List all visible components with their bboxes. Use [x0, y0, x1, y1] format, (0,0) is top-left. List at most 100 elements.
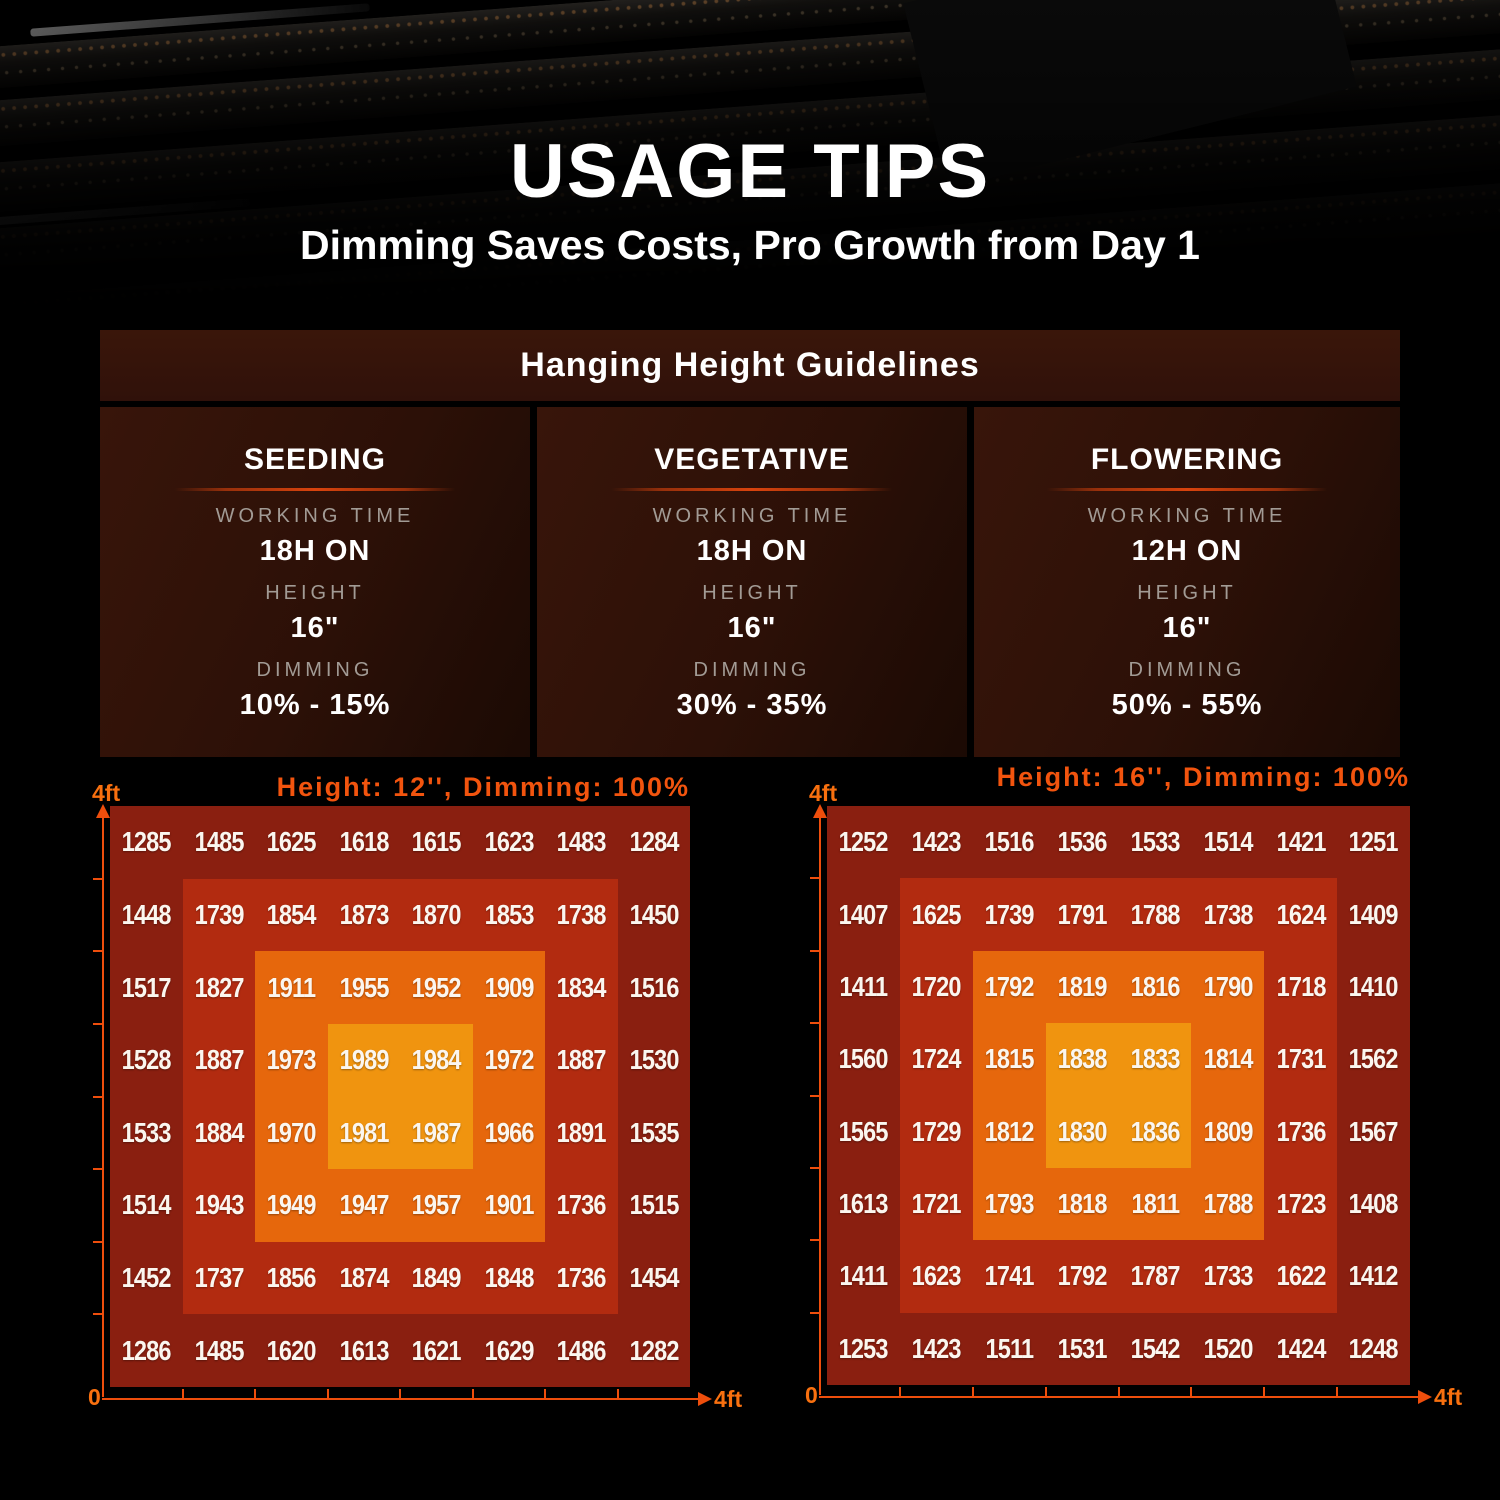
ppfd-value: 1909 [484, 971, 534, 1003]
working-time-value: 18H ON [259, 535, 371, 567]
chart-title: Height: 12'', Dimming: 100% [276, 772, 690, 802]
height-label: HEIGHT [702, 582, 802, 604]
ppfd-value: 1620 [266, 1334, 317, 1366]
ppfd-value: 1854 [266, 898, 317, 930]
ppfd-value: 1248 [1349, 1332, 1399, 1364]
ppfd-value: 1731 [1276, 1043, 1326, 1075]
ppfd-value: 1412 [1349, 1260, 1399, 1292]
ppfd-value-grid: 1252 1423 1516 1536 1533 1514 1421 1251 1407 1625… [827, 806, 1410, 1385]
ppfd-value: 1815 [984, 1043, 1035, 1075]
ppfd-value: 1251 [1349, 826, 1399, 858]
ppfd-value: 1514 [1203, 826, 1253, 858]
ppfd-value: 1411 [839, 1260, 889, 1292]
ppfd-value: 1736 [556, 1189, 607, 1221]
ppfd-value: 1812 [984, 1115, 1035, 1147]
working-time-label: WORKING TIME [215, 505, 415, 527]
ppfd-value: 1511 [985, 1332, 1034, 1364]
x-axis-tick [326, 1389, 329, 1398]
ppfd-value: 1615 [411, 826, 462, 858]
ppfd-value: 1836 [1130, 1115, 1180, 1147]
y-axis-tick [93, 1240, 103, 1243]
y-axis-max-label: 4ft [809, 780, 838, 806]
ppfd-value: 1621 [411, 1334, 462, 1366]
ppfd-value: 1516 [984, 826, 1035, 858]
height-label: HEIGHT [265, 582, 365, 604]
stage-underline [175, 488, 455, 491]
ppfd-value: 1562 [1349, 1043, 1399, 1075]
dimming-label: DIMMING [693, 659, 811, 681]
ppfd-value: 1947 [339, 1189, 389, 1221]
x-axis-tick [1190, 1387, 1193, 1396]
ppfd-value: 1848 [484, 1262, 534, 1294]
x-axis-max-label: 4ft [1434, 1384, 1463, 1410]
ppfd-value: 1565 [838, 1115, 889, 1147]
x-axis-tick [616, 1389, 619, 1398]
working-time-label: WORKING TIME [1087, 505, 1287, 527]
ppfd-value: 1987 [411, 1116, 462, 1148]
y-axis-tick [93, 950, 103, 953]
stage-underline [1047, 488, 1327, 491]
ppfd-value: 1791 [1057, 898, 1108, 930]
ppfd-value: 1790 [1203, 970, 1253, 1002]
ppfd-value: 1423 [911, 826, 962, 858]
x-axis-line [102, 1398, 698, 1400]
y-axis-arrow-icon [96, 804, 110, 818]
ppfd-value: 1989 [339, 1044, 389, 1076]
dimming-value: 50% - 55% [1111, 689, 1263, 721]
ppfd-value: 1618 [339, 826, 389, 858]
ppfd-value: 1911 [267, 971, 316, 1003]
ppfd-value: 1972 [484, 1044, 534, 1076]
ppfd-value: 1853 [484, 898, 534, 930]
y-axis-tick [810, 1311, 820, 1314]
ppfd-value: 1411 [839, 970, 889, 1002]
ppfd-value: 1450 [629, 898, 679, 930]
y-axis-tick [93, 877, 103, 880]
y-axis-tick [810, 1166, 820, 1169]
stage-panel-flowering: FLOWERING WORKING TIME 12H ON HEIGHT 16"… [974, 407, 1400, 757]
y-axis-tick [810, 949, 820, 952]
ppfd-value: 1833 [1130, 1043, 1180, 1075]
ppfd-value: 1410 [1349, 970, 1399, 1002]
y-axis-tick [810, 1022, 820, 1025]
ppfd-value: 1533 [1130, 826, 1180, 858]
ppfd-value: 1486 [556, 1334, 607, 1366]
ppfd-value: 1874 [339, 1262, 389, 1294]
height-label: HEIGHT [1137, 582, 1237, 604]
ppfd-value: 1424 [1276, 1332, 1326, 1364]
ppfd-value: 1792 [984, 970, 1035, 1002]
ppfd-value: 1984 [411, 1044, 462, 1076]
ppfd-chart-16in: Height: 16'', Dimming: 100% 4ft 1252 1423… [717, 760, 1500, 1460]
ppfd-value: 1738 [556, 898, 607, 930]
ppfd-value-grid: 1285 1485 1625 1618 1615 1623 1483 1284 1448 1739… [110, 806, 690, 1387]
ppfd-value: 1485 [194, 826, 244, 858]
y-axis-ticks [93, 806, 103, 1387]
ppfd-value: 1421 [1276, 826, 1326, 858]
ppfd-value: 1517 [121, 971, 172, 1003]
ppfd-value: 1856 [266, 1262, 317, 1294]
ppfd-value: 1952 [411, 971, 462, 1003]
ppfd-value: 1849 [411, 1262, 462, 1294]
stage-underline [612, 488, 892, 491]
y-axis-tick [93, 1313, 103, 1316]
ppfd-value: 1816 [1130, 970, 1180, 1002]
ppfd-value: 1452 [121, 1262, 172, 1294]
ppfd-value: 1448 [121, 898, 172, 930]
x-axis-tick [181, 1389, 184, 1398]
ppfd-value: 1625 [266, 826, 317, 858]
ppfd-value: 1733 [1203, 1260, 1253, 1292]
guidelines-header: Hanging Height Guidelines [100, 330, 1400, 401]
ppfd-value: 1423 [911, 1332, 962, 1364]
ppfd-value: 1723 [1276, 1188, 1326, 1220]
x-axis-tick [1117, 1387, 1120, 1396]
ppfd-value: 1973 [266, 1044, 317, 1076]
y-axis-tick [810, 1094, 820, 1097]
ppfd-value: 1943 [194, 1189, 244, 1221]
ppfd-value: 1629 [484, 1334, 534, 1366]
ppfd-value: 1408 [1349, 1188, 1399, 1220]
ppfd-value: 1873 [339, 898, 389, 930]
y-axis-tick [810, 877, 820, 880]
working-time-value: 18H ON [696, 535, 808, 567]
ppfd-value: 1530 [629, 1044, 679, 1076]
ppfd-chart-12in: Height: 12'', Dimming: 100% 4ft 1285 1485… [0, 760, 750, 1460]
x-axis-tick [471, 1389, 474, 1398]
